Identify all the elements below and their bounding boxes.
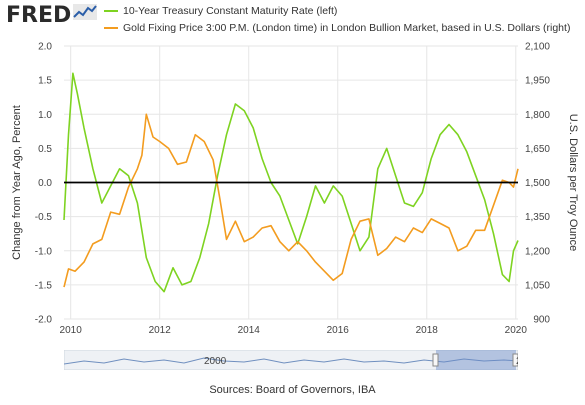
navigator-end-label: 2020 [516, 356, 518, 367]
time-range-navigator[interactable]: 2000 2020 [64, 350, 518, 370]
y-right-tick-label: 1,650 [525, 144, 550, 155]
navigator-track [64, 350, 518, 370]
y-right-tick-label: 1,800 [525, 110, 550, 121]
y-left-axis-title: Change from Year Ago, Percent [11, 105, 23, 260]
x-tick-label: 2010 [60, 325, 83, 336]
series-line-gold[interactable] [63, 113, 519, 288]
legend-swatch-gold [104, 26, 118, 29]
legend-item-gold[interactable]: Gold Fixing Price 3:00 P.M. (London time… [104, 19, 570, 36]
y-left-tick-label: 1.5 [38, 76, 52, 87]
x-tick-label: 2016 [327, 325, 350, 336]
navigator-history-line [64, 357, 518, 365]
x-tick-label: 2020 [505, 325, 528, 336]
navigator-handle-left[interactable] [432, 353, 439, 367]
navigator-selection[interactable] [436, 350, 516, 370]
y-left-tick-label: -0.5 [35, 212, 53, 223]
sparkline-icon [73, 4, 97, 20]
chart-legend: 10-Year Treasury Constant Maturity Rate … [104, 2, 570, 36]
series-line-treasury[interactable] [63, 72, 519, 293]
y-left-tick-label: -2.0 [35, 315, 53, 326]
legend-label-gold: Gold Fixing Price 3:00 P.M. (London time… [123, 21, 571, 34]
y-left-tick-label: 0.0 [38, 178, 52, 189]
fred-logo[interactable]: FRED [6, 3, 72, 28]
x-tick-label: 2018 [416, 325, 439, 336]
source-note: Sources: Board of Governors, IBA [209, 384, 376, 396]
legend-label-treasury: 10-Year Treasury Constant Maturity Rate … [123, 4, 338, 17]
y-right-tick-label: 1,200 [525, 246, 550, 257]
y-left-tick-label: 1.0 [38, 110, 52, 121]
x-tick-label: 2012 [149, 325, 172, 336]
y-right-tick-label: 1,500 [525, 178, 550, 189]
y-right-tick-label: 2,100 [525, 42, 550, 53]
y-left-tick-label: 0.5 [38, 144, 52, 155]
y-right-tick-label: 1,350 [525, 212, 550, 223]
y-right-tick-label: 1,050 [525, 280, 550, 291]
y-left-tick-label: 2.0 [38, 42, 52, 53]
y-right-tick-label: 1,950 [525, 76, 550, 87]
y-right-tick-label: 900 [533, 315, 550, 326]
y-left-tick-label: -1.0 [35, 246, 53, 257]
y-left-tick-label: -1.5 [35, 280, 53, 291]
legend-item-treasury[interactable]: 10-Year Treasury Constant Maturity Rate … [104, 2, 570, 19]
y-right-axis-title: U.S. Dollars per Troy Ounce [567, 114, 579, 252]
legend-swatch-treasury [104, 9, 118, 12]
navigator-handle-right[interactable] [512, 353, 518, 367]
navigator-start-label: 2000 [204, 356, 227, 367]
x-tick-label: 2014 [238, 325, 261, 336]
